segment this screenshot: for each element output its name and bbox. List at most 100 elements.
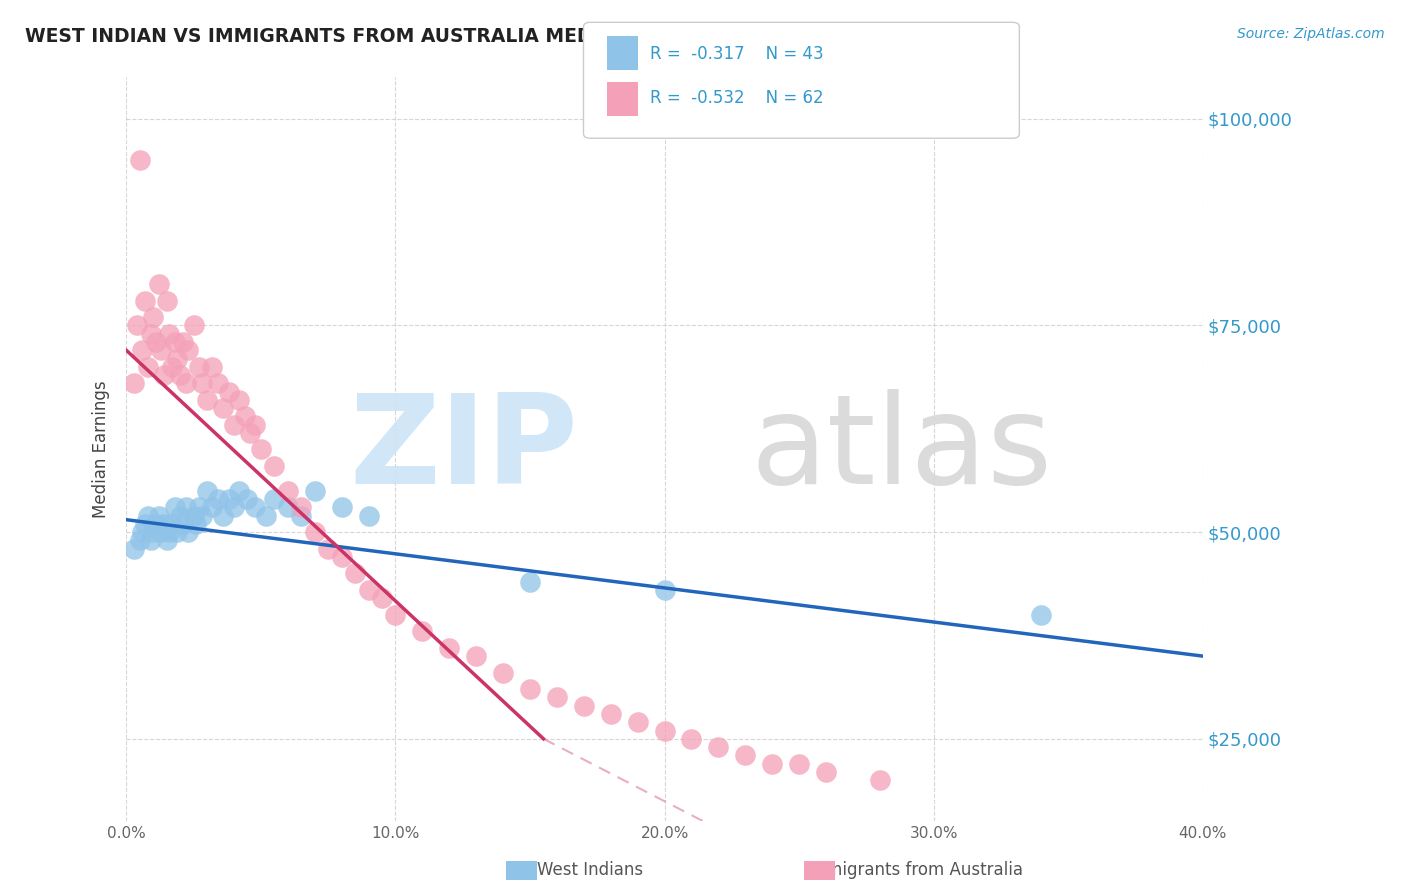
Point	[124, 541, 146, 556]
Text: WEST INDIAN VS IMMIGRANTS FROM AUSTRALIA MEDIAN EARNINGS CORRELATION CHART: WEST INDIAN VS IMMIGRANTS FROM AUSTRALIA…	[25, 27, 977, 45]
Point	[139, 326, 162, 341]
Y-axis label: Median Earnings: Median Earnings	[93, 381, 110, 518]
Point	[465, 649, 488, 664]
Point	[236, 491, 259, 506]
Point	[142, 525, 165, 540]
Point	[245, 417, 267, 432]
Point	[174, 500, 197, 515]
Point	[572, 698, 595, 713]
Point	[166, 525, 188, 540]
Point	[145, 516, 167, 531]
Point	[277, 500, 299, 515]
Point	[546, 690, 568, 705]
Point	[707, 740, 730, 755]
Point	[627, 715, 650, 730]
Point	[222, 417, 245, 432]
Point	[134, 516, 156, 531]
Point	[761, 756, 783, 771]
Point	[207, 376, 229, 391]
Point	[654, 723, 676, 738]
Point	[681, 731, 703, 746]
Point	[174, 376, 197, 391]
Text: West Indians: West Indians	[537, 861, 644, 879]
Point	[177, 343, 200, 358]
Point	[131, 343, 153, 358]
Point	[344, 566, 367, 581]
Point	[183, 318, 205, 333]
Point	[128, 533, 150, 548]
Point	[316, 541, 339, 556]
Point	[411, 624, 433, 639]
Point	[207, 491, 229, 506]
Point	[139, 533, 162, 548]
Point	[330, 500, 353, 515]
Point	[145, 334, 167, 349]
Point	[654, 582, 676, 597]
Point	[148, 508, 170, 523]
Point	[148, 277, 170, 292]
Point	[869, 773, 891, 788]
Point	[183, 508, 205, 523]
Point	[233, 409, 256, 424]
Point	[163, 334, 186, 349]
Point	[212, 508, 235, 523]
Point	[519, 682, 541, 697]
Point	[228, 392, 250, 407]
Point	[136, 508, 159, 523]
Point	[160, 516, 183, 531]
Point	[195, 392, 218, 407]
Point	[195, 483, 218, 498]
Text: atlas: atlas	[751, 389, 1053, 510]
Point	[599, 706, 621, 721]
Point	[156, 293, 179, 308]
Point	[150, 525, 173, 540]
Point	[787, 756, 810, 771]
Point	[190, 508, 212, 523]
Point	[254, 508, 277, 523]
Point	[136, 359, 159, 374]
Point	[218, 491, 240, 506]
Point	[201, 359, 224, 374]
Point	[169, 368, 191, 382]
Point	[492, 665, 515, 680]
Text: R =  -0.317    N = 43: R = -0.317 N = 43	[650, 45, 823, 62]
Point	[222, 500, 245, 515]
Point	[169, 508, 191, 523]
Point	[172, 516, 194, 531]
Point	[150, 343, 173, 358]
Point	[239, 425, 262, 440]
Point	[124, 376, 146, 391]
Point	[277, 483, 299, 498]
Text: ZIP: ZIP	[350, 389, 578, 510]
Point	[519, 574, 541, 589]
Point	[172, 334, 194, 349]
Point	[384, 607, 406, 622]
Point	[439, 640, 461, 655]
Point	[157, 326, 180, 341]
Point	[125, 318, 148, 333]
Point	[304, 525, 326, 540]
Point	[304, 483, 326, 498]
Text: R =  -0.532    N = 62: R = -0.532 N = 62	[650, 89, 823, 107]
Point	[263, 458, 285, 473]
Point	[160, 359, 183, 374]
Point	[290, 500, 312, 515]
Point	[188, 500, 211, 515]
Point	[156, 533, 179, 548]
Point	[201, 500, 224, 515]
Point	[357, 508, 380, 523]
Point	[128, 153, 150, 167]
Point	[371, 591, 394, 606]
Point	[330, 549, 353, 564]
Point	[153, 516, 176, 531]
Point	[186, 516, 208, 531]
Point	[163, 500, 186, 515]
Point	[166, 351, 188, 366]
Point	[228, 483, 250, 498]
Point	[212, 401, 235, 416]
Point	[188, 359, 211, 374]
Point	[177, 525, 200, 540]
Point	[290, 508, 312, 523]
Point	[734, 748, 756, 763]
Point	[245, 500, 267, 515]
